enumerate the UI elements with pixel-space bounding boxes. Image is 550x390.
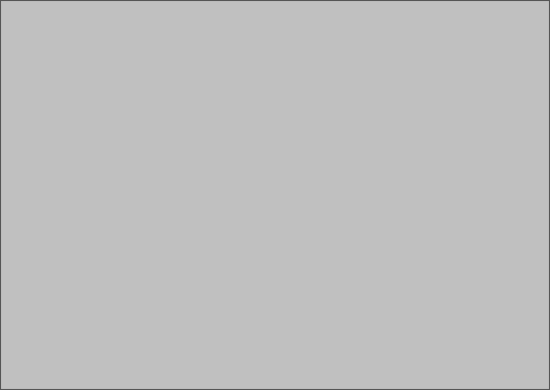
Bar: [530, 2, 546, 18]
Bar: [0, 0, 550, 20]
Bar: [205, 82, 215, 96]
Polygon shape: [304, 204, 310, 209]
Text: x: x: [535, 5, 541, 15]
Polygon shape: [302, 332, 308, 334]
Polygon shape: [298, 363, 309, 367]
Text: Incidence ° CL/CD max =: Incidence ° CL/CD max =: [63, 248, 165, 257]
Text: Angle incidence(attack)=: Angle incidence(attack)=: [63, 200, 165, 209]
Polygon shape: [299, 367, 305, 372]
Polygon shape: [299, 335, 305, 340]
Text: 69,1: 69,1: [171, 175, 190, 184]
Text: During the construction of the blade, by default, Héliciel applied to the profil: During the construction of the blade, by…: [12, 28, 550, 37]
Bar: [285, 144, 540, 249]
Bar: [290, 164, 535, 194]
Polygon shape: [304, 181, 310, 186]
Text: Forcing all profiles base elements: Forcing all profiles base elements: [364, 324, 492, 333]
Text: 4: 4: [187, 83, 192, 92]
Text: Forcing  incidence (attack angle) at base profile of selected element: Forcing incidence (attack angle) at base…: [290, 147, 550, 156]
Polygon shape: [304, 213, 310, 218]
Text: maximum).: maximum).: [12, 36, 60, 45]
Text: Forcing profile base element n° 4: Forcing profile base element n° 4: [364, 170, 492, 179]
Bar: [168, 150, 230, 163]
Text: Geometry and performance of the propeller will be updated using the incidence(at: Geometry and performance of the propelle…: [12, 68, 438, 77]
Bar: [286, 355, 314, 375]
Text: 0,8613: 0,8613: [171, 151, 200, 160]
Polygon shape: [298, 332, 309, 335]
Polygon shape: [302, 364, 308, 366]
Polygon shape: [307, 178, 313, 180]
Polygon shape: [307, 210, 313, 212]
Polygon shape: [299, 326, 305, 331]
Text: CD (coef.Drag) curent =: CD (coef.Drag) curent =: [68, 128, 165, 137]
Polygon shape: [303, 177, 314, 181]
Bar: [10, 104, 272, 266]
Text: (delete forcings incidence of all elements): (delete forcings incidence of all elemen…: [347, 365, 509, 374]
Bar: [291, 201, 319, 221]
Text: CL (coef.Lift) curent =: CL (coef.Lift) curent =: [77, 152, 165, 161]
Text: This interface allows you to force héliciel  to apply a different incidence(atta: This interface allows you to force hélic…: [12, 48, 378, 57]
Bar: [290, 200, 535, 222]
Polygon shape: [304, 172, 310, 177]
Text: Incidence (Attack) angle selection:: Incidence (Attack) angle selection:: [290, 119, 436, 128]
Text: selected element:: selected element:: [90, 83, 172, 92]
Text: 7: 7: [171, 247, 177, 256]
Text: Management incidence (attack angles)  blade elements: Management incidence (attack angles) bla…: [20, 5, 326, 15]
Text: Forcing incidence can correct blade shape discontinuities, generated significant: Forcing incidence can correct blade shap…: [12, 56, 550, 65]
Text: 7: 7: [171, 199, 177, 208]
Text: ✈: ✈: [4, 5, 13, 15]
Bar: [168, 126, 230, 139]
Text: ▲: ▲: [208, 83, 212, 87]
Bar: [168, 246, 230, 259]
Bar: [286, 319, 314, 347]
Text: CL/CD max =: CL/CD max =: [111, 224, 165, 233]
Bar: [285, 354, 540, 376]
Text: Restore profile CL/CD max angle  at the base of all  the element: Restore profile CL/CD max angle at the b…: [305, 356, 550, 365]
Bar: [285, 318, 540, 348]
Text: ▼: ▼: [208, 89, 212, 94]
Bar: [291, 165, 319, 193]
Text: ▼: ▼: [470, 124, 476, 130]
Bar: [435, 119, 485, 135]
Bar: [168, 174, 230, 187]
Bar: [168, 222, 230, 235]
Polygon shape: [299, 358, 305, 363]
Text: at the incidence(attack) of 7°: at the incidence(attack) of 7°: [371, 333, 485, 342]
Text: Lift/drag ratio2D (CL/CD) =: Lift/drag ratio2D (CL/CD) =: [56, 176, 165, 185]
Text: 0,01247: 0,01247: [171, 127, 205, 136]
Text: Current properties of the base profile (2D)  element:: Current properties of the base profile (…: [16, 107, 227, 116]
Text: Restore profile CL/CD max angle  at the base of the element 4: Restore profile CL/CD max angle at the b…: [309, 206, 547, 216]
Bar: [185, 82, 205, 96]
Text: at the incidence(attack) of 7°: at the incidence(attack) of 7°: [371, 179, 485, 188]
Polygon shape: [303, 209, 314, 213]
Text: 7: 7: [440, 122, 448, 132]
Text: 69,1: 69,1: [171, 223, 190, 232]
Bar: [168, 198, 230, 211]
